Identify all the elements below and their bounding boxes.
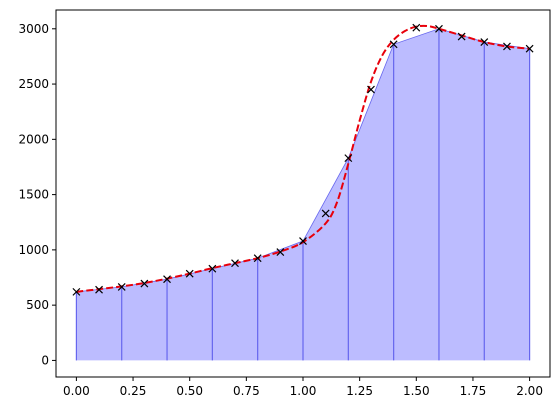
x-tick-label: 0.50: [176, 384, 203, 398]
data-point: [253, 254, 262, 263]
data-point: [503, 42, 511, 51]
data-point: [525, 44, 534, 53]
x-tick-label: 2.00: [516, 384, 543, 398]
data-point: [480, 38, 489, 46]
data-point: [117, 282, 126, 291]
y-tick-label: 500: [26, 298, 49, 312]
x-tick-label: 1.25: [346, 384, 373, 398]
data-point: [435, 24, 443, 33]
x-tick-label: 0.00: [63, 384, 90, 398]
area-layer: [75, 28, 531, 361]
data-point: [344, 154, 353, 163]
data-point: [276, 248, 285, 257]
data-point: [163, 275, 171, 284]
marker-layer: [72, 23, 534, 296]
y-tick-label: 0: [41, 353, 49, 367]
x-axis-ticks: 0.00 0.25 0.50 0.75 1.00 1.25 1.50 1.75 2.00: [63, 377, 543, 398]
x-tick-label: 0.25: [120, 384, 147, 398]
area-fill: [76, 28, 530, 361]
data-point: [231, 259, 239, 268]
x-tick-label: 1.50: [403, 384, 430, 398]
x-tick-label: 1.00: [290, 384, 317, 398]
fit-curve-layer: [76, 24, 530, 293]
data-point: [412, 23, 421, 32]
data-point: [321, 209, 330, 218]
data-point: [389, 40, 398, 49]
y-tick-label: 3000: [18, 22, 49, 36]
y-tick-label: 2000: [18, 132, 49, 146]
data-point: [72, 287, 81, 296]
x-tick-label: 0.75: [233, 384, 260, 398]
fit-curve-line: [76, 24, 530, 293]
data-point: [457, 32, 466, 41]
data-point: [140, 279, 149, 288]
data-point: [208, 264, 217, 273]
y-tick-label: 2500: [18, 77, 49, 91]
data-point: [299, 237, 307, 245]
y-tick-label: 1000: [18, 243, 49, 257]
y-axis-ticks: 0 500 1000 1500 2000 2500 3000: [18, 22, 56, 367]
data-point: [185, 269, 194, 278]
y-tick-label: 1500: [18, 188, 49, 202]
data-point: [367, 85, 375, 94]
data-point: [95, 285, 103, 294]
x-tick-label: 1.75: [460, 384, 487, 398]
